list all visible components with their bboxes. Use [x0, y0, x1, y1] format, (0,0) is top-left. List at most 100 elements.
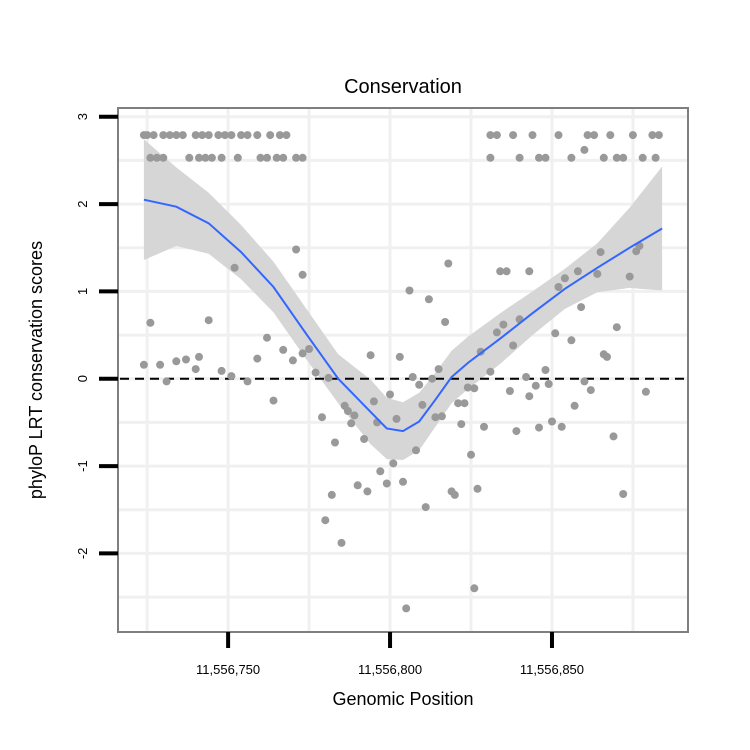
data-point: [512, 427, 521, 436]
panel: [117, 107, 689, 633]
y-tick-label: 1: [75, 288, 90, 295]
data-point: [220, 131, 229, 140]
data-point: [541, 366, 550, 374]
y-tick-label: -1: [75, 460, 90, 472]
data-point: [428, 374, 437, 383]
data-point: [324, 373, 333, 382]
data-point: [463, 383, 472, 392]
data-point: [243, 131, 252, 140]
data-point: [492, 328, 501, 337]
data-point: [496, 267, 505, 276]
data-point: [535, 153, 543, 162]
data-point: [172, 131, 181, 140]
data-point: [424, 295, 433, 304]
data-point: [269, 396, 278, 405]
y-tick-label: 2: [75, 200, 90, 207]
data-point: [389, 459, 398, 468]
data-point: [256, 153, 265, 162]
data-point: [599, 153, 608, 162]
data-point: [152, 153, 161, 162]
data-point: [311, 368, 320, 377]
data-point: [467, 450, 475, 459]
data-point: [551, 329, 560, 338]
data-point: [204, 131, 213, 140]
data-point: [609, 432, 618, 441]
data-point: [227, 131, 236, 140]
data-point: [253, 131, 262, 140]
data-point: [586, 386, 595, 395]
confidence-ribbon: [143, 139, 663, 460]
data-point: [243, 377, 252, 386]
data-point: [279, 345, 288, 354]
y-tick-label: -2: [75, 548, 90, 560]
data-point: [525, 267, 534, 276]
data-point: [535, 423, 543, 432]
data-point: [366, 351, 375, 360]
data-point: [541, 153, 550, 162]
chart-title: Conservation: [344, 76, 462, 98]
data-point: [619, 153, 628, 162]
data-point: [625, 272, 634, 281]
panel-border: [117, 107, 689, 633]
data-point: [492, 131, 501, 140]
data-point: [395, 352, 404, 361]
data-point: [217, 153, 226, 162]
data-point: [460, 399, 469, 408]
data-point: [156, 360, 165, 369]
data-point: [470, 584, 479, 593]
data-point: [603, 352, 611, 361]
data-point: [596, 248, 605, 257]
data-point: [509, 341, 518, 350]
data-point: [402, 604, 411, 613]
data-point: [590, 131, 599, 140]
data-point: [360, 435, 369, 443]
data-point: [266, 131, 275, 140]
data-point: [337, 538, 346, 547]
data-point: [641, 387, 650, 396]
data-point: [470, 384, 479, 393]
data-point: [263, 153, 271, 162]
data-point: [185, 153, 194, 162]
data-point: [557, 422, 566, 431]
data-point: [554, 283, 563, 291]
data-point: [454, 399, 463, 408]
data-point: [560, 274, 569, 283]
data-point: [392, 414, 401, 423]
x-tick-label: 11,556,750: [196, 662, 260, 677]
data-point: [204, 316, 213, 325]
data-point: [386, 390, 394, 399]
data-point: [149, 131, 158, 140]
data-point: [434, 365, 443, 374]
data-point: [418, 400, 427, 409]
data-point: [437, 412, 446, 421]
data-point: [522, 373, 531, 381]
data-point: [405, 286, 414, 295]
data-point: [233, 153, 242, 162]
data-point: [165, 131, 174, 140]
data-point: [230, 263, 239, 272]
data-point: [195, 352, 203, 361]
data-point: [580, 377, 589, 386]
data-point: [217, 366, 226, 375]
x-tick-label: 11,556,800: [358, 662, 422, 677]
data-point: [382, 479, 391, 488]
data-point: [143, 131, 152, 140]
data-point: [444, 259, 453, 268]
data-point: [214, 131, 223, 140]
data-point: [577, 303, 586, 312]
data-point: [441, 318, 450, 326]
data-point: [298, 349, 307, 358]
data-point: [544, 380, 553, 388]
data-point: [139, 360, 148, 369]
data-point: [321, 516, 330, 525]
data-point: [159, 131, 168, 140]
data-point: [612, 153, 621, 162]
data-point: [567, 153, 576, 162]
data-point: [195, 153, 203, 162]
data-point: [628, 131, 637, 140]
data-point: [146, 153, 155, 162]
data-point: [486, 153, 495, 162]
data-point: [502, 267, 511, 276]
smooth-line: [143, 198, 663, 433]
